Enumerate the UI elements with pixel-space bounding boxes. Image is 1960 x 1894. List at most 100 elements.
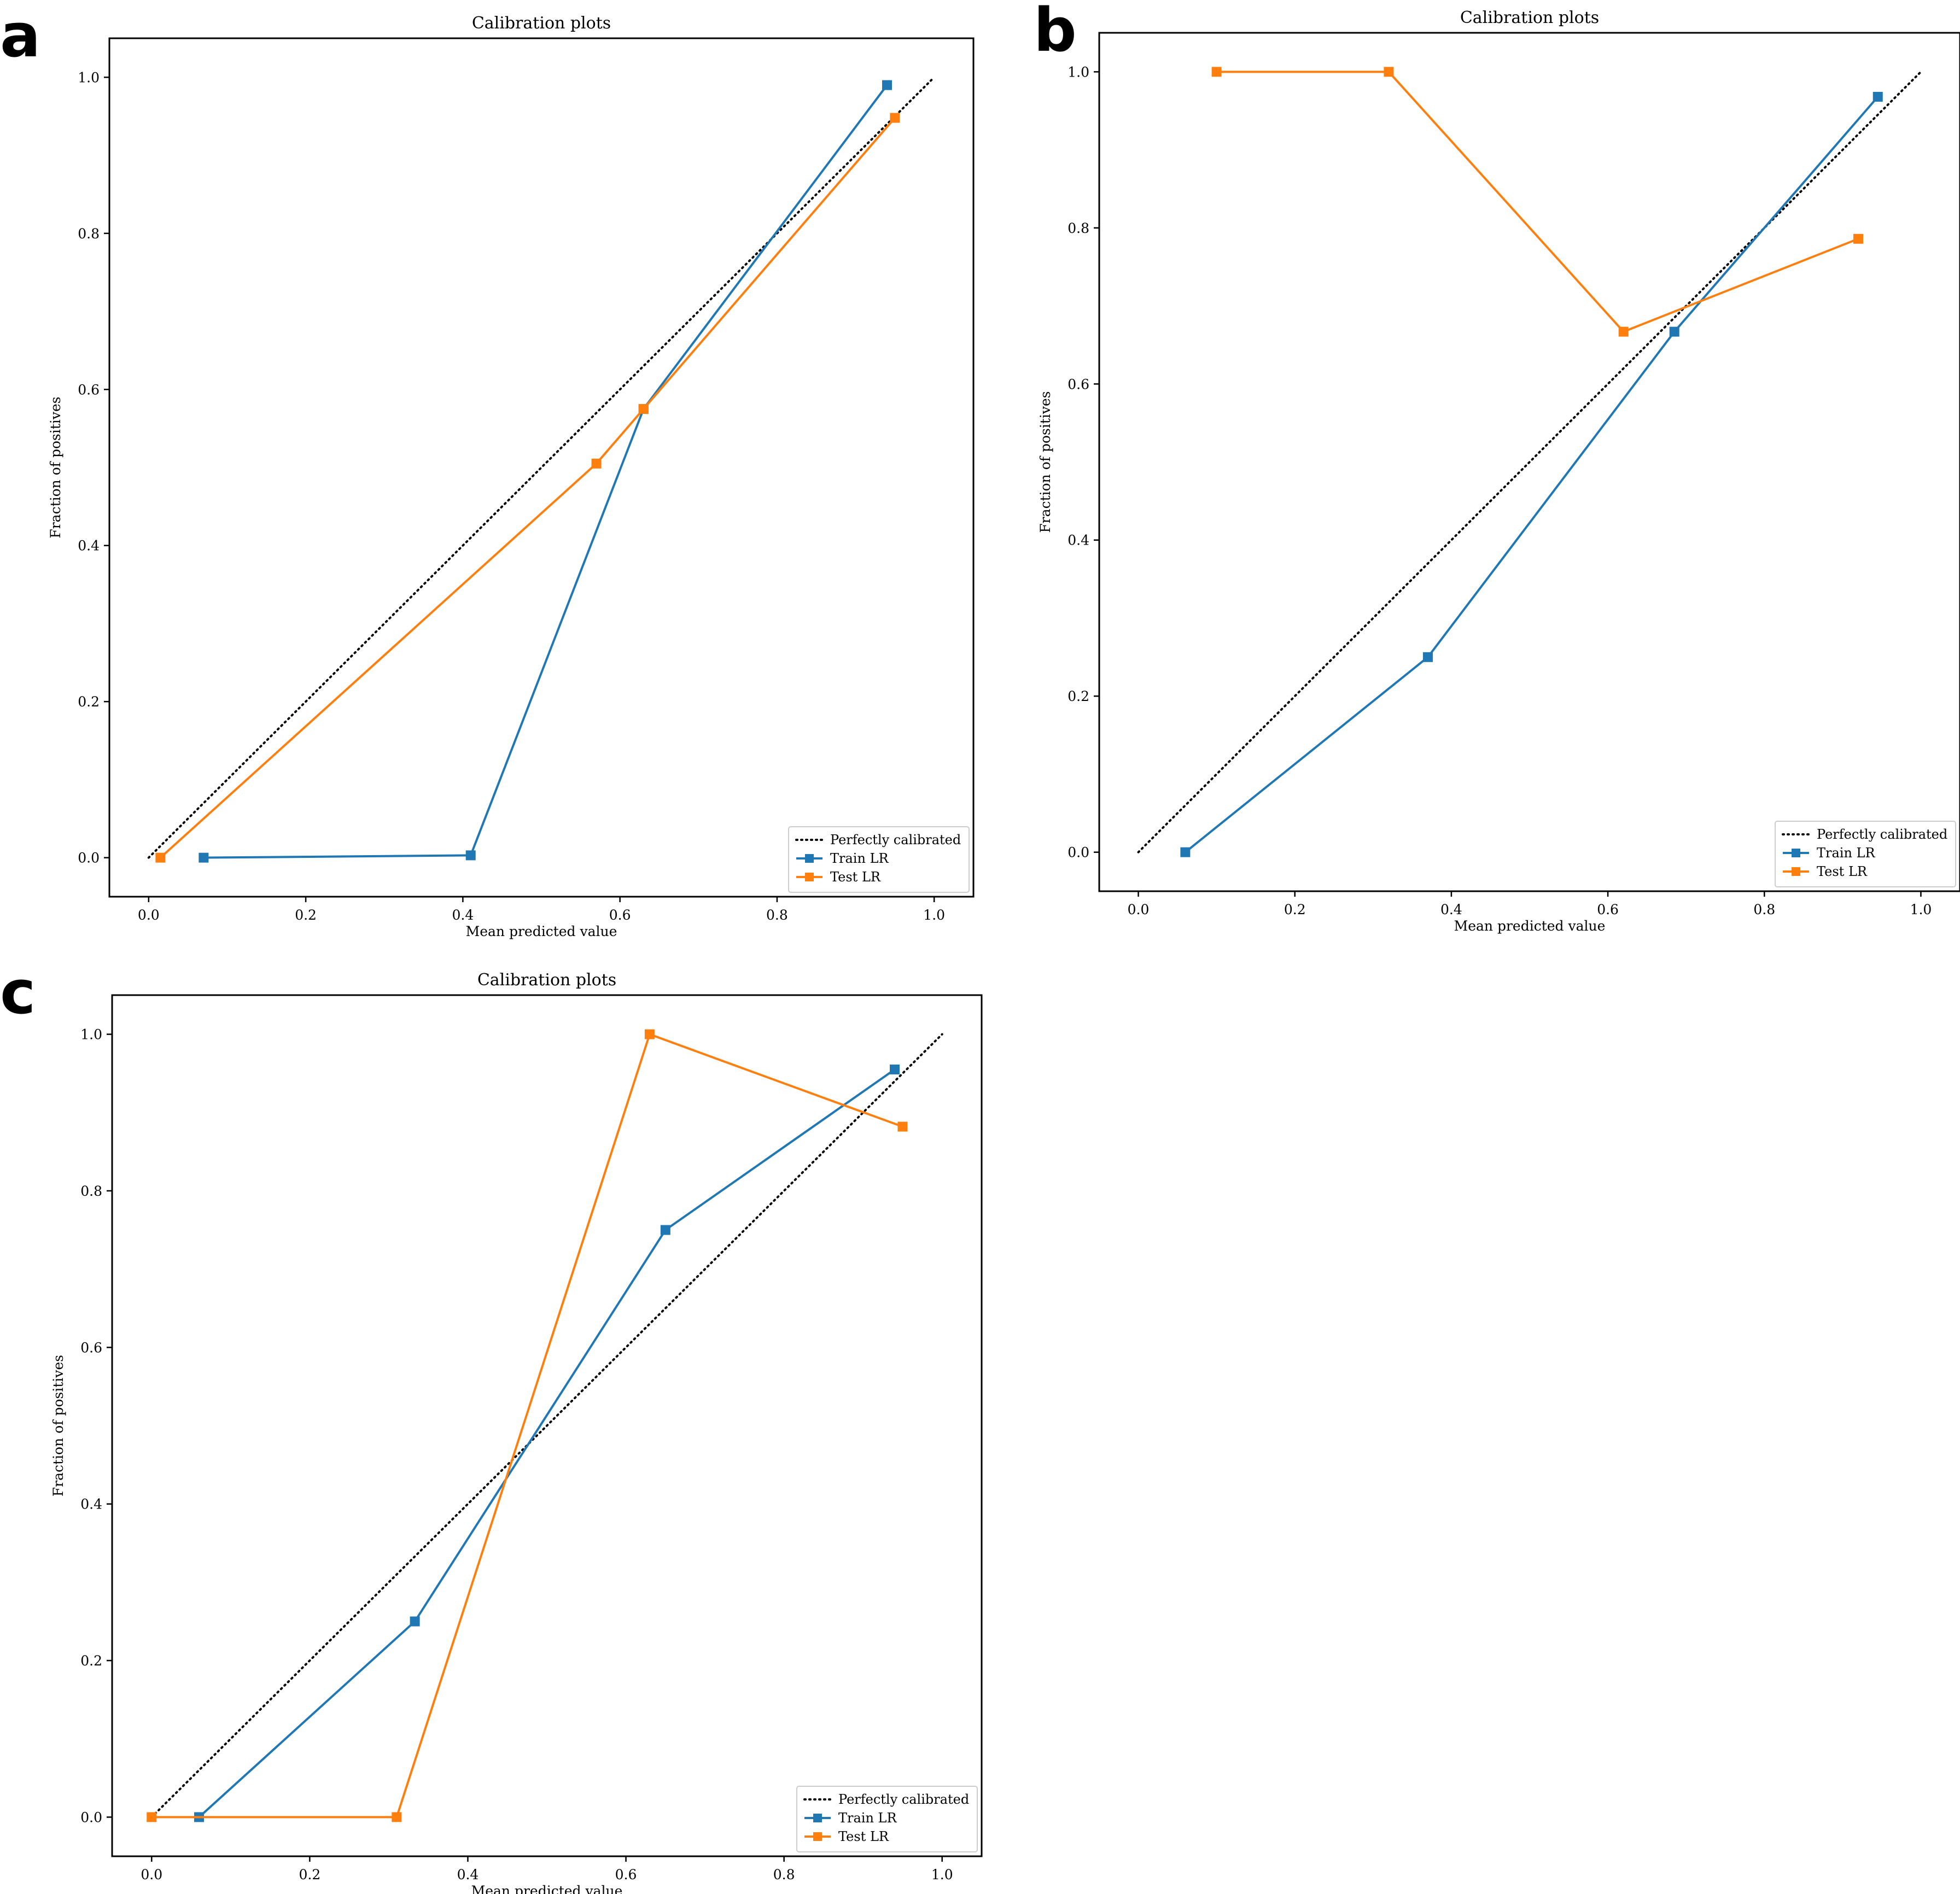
- calibration-chart-b: Calibration plots 0.0 0.2 0.4 0.6 0.8 1.0 0.0 0.…: [1037, 8, 1960, 934]
- test-lr-point: [1211, 67, 1222, 77]
- y-axis-label: Fraction of positives: [1037, 391, 1053, 533]
- train-lr-line: [203, 84, 888, 859]
- chart-title: Calibration plots: [477, 971, 616, 990]
- y-tick-label: 0.6: [78, 382, 100, 397]
- test-lr-point: [1384, 67, 1394, 77]
- x-tick-label: 1.0: [931, 1867, 953, 1883]
- train-lr-point: [660, 1225, 670, 1235]
- test-lr-line: [160, 117, 896, 859]
- y-tick-label: 0.4: [80, 1497, 102, 1512]
- legend-label-perfectly-calibrated: Perfectly calibrated: [838, 1792, 969, 1807]
- test-lr-point: [147, 1812, 157, 1822]
- y-tick-label: 0.6: [1068, 376, 1089, 392]
- legend-marker: [805, 854, 814, 863]
- legend-label-test-lr: Test LR: [1817, 864, 1868, 879]
- x-tick-label: 0.2: [1284, 902, 1306, 917]
- y-axis-label: Fraction of positives: [48, 396, 63, 538]
- test-lr-point: [155, 852, 166, 863]
- x-tick-label: 1.0: [923, 907, 945, 923]
- legend-label-perfectly-calibrated: Perfectly calibrated: [830, 832, 961, 847]
- panel-c: c Calibration plots 0.0 0.2 0.4 0.6 0.8 1.0 0.0…: [0, 951, 995, 1894]
- panel-b: b Calibration plots 0.0 0.2 0.4 0.6 0.8 1.0 0.0…: [984, 0, 1960, 940]
- x-tick-label: 0.2: [295, 907, 317, 923]
- y-tick-label: 0.4: [78, 538, 100, 554]
- perfectly-calibrated-line: [1137, 71, 1922, 854]
- chart-title: Calibration plots: [1460, 8, 1599, 27]
- legend-marker: [805, 873, 814, 881]
- panel-label: a: [0, 1, 41, 71]
- x-tick-label: 1.0: [1910, 902, 1932, 917]
- train-lr-point: [410, 1616, 420, 1627]
- x-axis-label: Mean predicted value: [466, 923, 617, 939]
- y-tick-label: 0.8: [78, 226, 100, 242]
- x-tick-label: 0.6: [615, 1867, 637, 1883]
- x-axis-label: Mean predicted value: [1454, 918, 1606, 934]
- x-tick-label: 0.0: [138, 907, 160, 923]
- test-lr-point: [1853, 233, 1863, 244]
- y-tick-label: 0.2: [80, 1653, 102, 1669]
- legend-marker: [1792, 867, 1800, 876]
- legend-box: [1775, 821, 1956, 887]
- train-lr-point: [1669, 326, 1679, 337]
- x-tick-label: 0.2: [299, 1867, 320, 1883]
- y-tick-label: 0.8: [80, 1183, 102, 1199]
- y-tick-label: 0.2: [78, 694, 100, 710]
- y-tick-label: 1.0: [1068, 64, 1089, 80]
- legend-label-test-lr: Test LR: [838, 1829, 889, 1844]
- test-lr-line: [1216, 71, 1859, 334]
- test-lr-point: [638, 404, 649, 414]
- panel-label: b: [1034, 0, 1077, 65]
- legend-label-train-lr: Train LR: [838, 1810, 897, 1826]
- legend-marker: [1792, 849, 1800, 857]
- train-lr-point: [882, 80, 892, 90]
- perfectly-calibrated-line: [150, 1033, 943, 1819]
- y-tick-label: 0.0: [80, 1809, 102, 1825]
- train-lr-line: [198, 1068, 896, 1818]
- x-tick-label: 0.6: [1597, 902, 1619, 917]
- legend-box: [796, 1786, 978, 1852]
- y-tick-label: 1.0: [80, 1027, 102, 1043]
- x-axis-label: Mean predicted value: [471, 1883, 623, 1894]
- y-tick-label: 0.0: [1068, 845, 1089, 861]
- panel-a: a Calibration plots 0.0 0.2 0.4 0.6 0.8 1.0 0.0…: [0, 0, 979, 940]
- y-tick-label: 0.6: [80, 1340, 102, 1355]
- legend-box: [788, 826, 970, 893]
- panel-label: c: [0, 957, 36, 1027]
- train-lr-point: [199, 852, 209, 863]
- test-lr-line: [151, 1032, 903, 1819]
- x-tick-label: 0.8: [766, 907, 788, 923]
- x-tick-label: 0.6: [609, 907, 631, 923]
- test-lr-point: [897, 1121, 908, 1132]
- train-lr-point: [1180, 847, 1191, 857]
- plot-frame: [1098, 32, 1960, 892]
- legend-marker: [813, 1832, 822, 1841]
- x-tick-label: 0.4: [1440, 902, 1462, 917]
- test-lr-point: [644, 1029, 655, 1039]
- legend-label-train-lr: Train LR: [830, 851, 889, 866]
- train-lr-point: [890, 1065, 900, 1075]
- legend-label-train-lr: Train LR: [1817, 845, 1875, 861]
- train-lr-line: [1185, 96, 1879, 854]
- legend-marker: [813, 1814, 822, 1822]
- test-lr-point: [890, 113, 900, 123]
- y-tick-label: 0.8: [1068, 220, 1089, 236]
- test-lr-point: [1618, 326, 1629, 337]
- y-tick-label: 0.0: [78, 850, 100, 866]
- calibration-chart-c: Calibration plots 0.0 0.2 0.4 0.6 0.8 1.0 0.0 0.…: [50, 971, 983, 1894]
- legend-label-test-lr: Test LR: [830, 869, 881, 885]
- x-tick-label: 0.8: [773, 1867, 795, 1883]
- x-tick-label: 0.0: [1128, 902, 1150, 917]
- legend-label-perfectly-calibrated: Perfectly calibrated: [1817, 827, 1947, 842]
- test-lr-point: [392, 1812, 402, 1822]
- x-tick-label: 0.4: [457, 1867, 479, 1883]
- train-lr-point: [1872, 92, 1883, 102]
- y-tick-label: 0.2: [1068, 688, 1089, 704]
- calibration-chart-a: Calibration plots 0.0 0.2 0.4 0.6 0.8 1.0 0.0 0.…: [48, 14, 975, 939]
- chart-title: Calibration plots: [472, 14, 611, 33]
- train-lr-point: [465, 850, 476, 861]
- train-lr-point: [1422, 652, 1433, 662]
- y-axis-label: Fraction of positives: [50, 1355, 66, 1497]
- x-tick-label: 0.4: [452, 907, 474, 923]
- test-lr-point: [591, 458, 602, 469]
- perfectly-calibrated-line: [147, 76, 936, 859]
